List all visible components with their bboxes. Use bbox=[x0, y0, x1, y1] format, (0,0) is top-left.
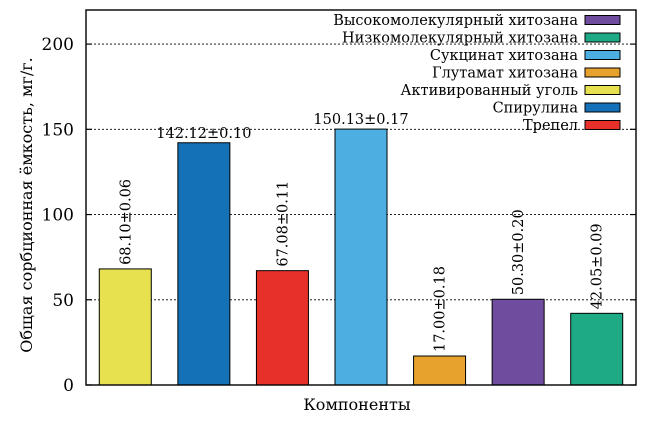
y-tick-labels: 0 50 100 150 200 bbox=[42, 35, 74, 396]
data-labels: 68.10±0.06 142.12±0.10 67.08±0.11 150.13±0.… bbox=[118, 112, 605, 352]
data-label-1: 68.10±0.06 bbox=[118, 179, 134, 265]
legend-swatch-6 bbox=[584, 102, 621, 113]
bar-3 bbox=[255, 270, 309, 386]
y-tick-label: 100 bbox=[42, 206, 74, 226]
bar-2 bbox=[177, 142, 231, 386]
x-axis-title: Компоненты bbox=[303, 395, 410, 414]
y-tick-label: 150 bbox=[42, 120, 74, 140]
data-label-3: 67.08±0.11 bbox=[275, 181, 291, 267]
legend: Высокомолекулярный хитозана Низкомолекуля… bbox=[333, 13, 621, 134]
legend-swatch-1 bbox=[584, 15, 621, 25]
legend-label-6: Спирулина bbox=[493, 101, 579, 117]
data-label-7: 42.05±0.09 bbox=[590, 223, 606, 309]
y-tick-label: 0 bbox=[63, 376, 74, 396]
legend-swatch-4 bbox=[584, 67, 621, 78]
legend-label-2: Низкомолекулярный хитозана bbox=[342, 31, 578, 47]
data-label-6: 50.30±0.20 bbox=[511, 209, 527, 295]
bar-5 bbox=[413, 355, 467, 386]
axes bbox=[85, 9, 637, 386]
bar-1 bbox=[98, 268, 152, 386]
plot-frame bbox=[85, 9, 637, 386]
bar-4 bbox=[334, 128, 388, 386]
legend-label-1: Высокомолекулярный хитозана bbox=[333, 13, 578, 29]
legend-label-3: Сукцинат хитозана bbox=[430, 48, 578, 64]
legend-swatch-3 bbox=[584, 50, 621, 60]
legend-swatch-2 bbox=[584, 32, 621, 43]
legend-swatch-5 bbox=[584, 85, 621, 95]
bar-7 bbox=[570, 312, 624, 386]
legend-swatch-7 bbox=[584, 120, 621, 130]
y-axis-title: Общая сорбционная ёмкость, мг/г. bbox=[17, 57, 36, 352]
data-label-2: 142.12±0.10 bbox=[156, 126, 251, 142]
legend-label-4: Глутамат хитозана bbox=[432, 66, 578, 82]
legend-label-5: Активированный уголь bbox=[401, 83, 579, 99]
bars bbox=[98, 128, 624, 386]
data-label-4: 150.13±0.17 bbox=[313, 112, 408, 128]
y-tick-label: 50 bbox=[52, 291, 74, 311]
bar-6 bbox=[491, 298, 545, 386]
data-label-5: 17.00±0.18 bbox=[433, 266, 449, 352]
legend-label-7: Трепел bbox=[523, 118, 578, 134]
y-tick-label: 200 bbox=[42, 35, 74, 55]
